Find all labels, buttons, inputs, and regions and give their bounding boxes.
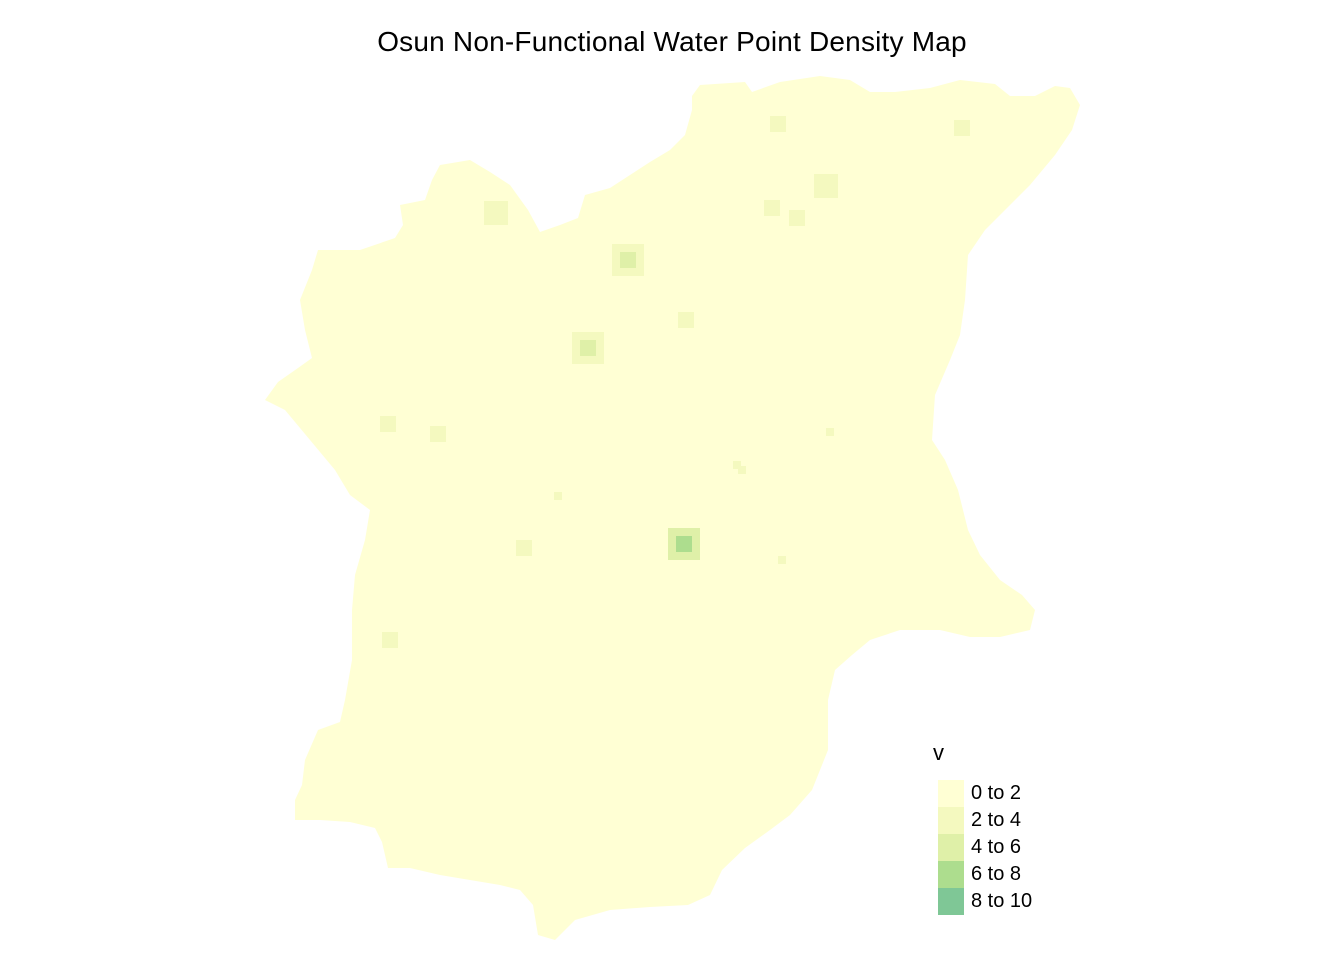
legend-item: 6 to 8	[933, 861, 1093, 888]
density-hotspot	[554, 492, 562, 500]
legend-label: 2 to 4	[971, 809, 1022, 831]
density-hotspot	[778, 556, 786, 564]
density-hotspot	[516, 540, 532, 556]
legend-swatch	[938, 780, 964, 807]
legend-title: v	[933, 740, 944, 765]
legend-item: 8 to 10	[933, 888, 1093, 915]
legend-swatch	[938, 888, 964, 915]
density-hotspot	[814, 174, 838, 198]
density-hotspot	[764, 200, 780, 216]
legend-item: 0 to 2	[933, 780, 1093, 807]
density-hotspot	[668, 528, 700, 560]
density-hotspot	[954, 120, 970, 136]
map-title: Osun Non-Functional Water Point Density …	[377, 26, 967, 57]
density-hotspot	[572, 332, 604, 364]
osun-region	[265, 76, 1080, 940]
legend-label: 4 to 6	[971, 836, 1022, 858]
density-hotspot	[380, 416, 396, 432]
legend-swatch	[938, 861, 964, 888]
osun-boundary	[265, 76, 1080, 940]
density-hotspot	[789, 210, 805, 226]
density-hotspot	[770, 116, 786, 132]
legend-swatch	[938, 807, 964, 834]
legend-swatch	[938, 834, 964, 861]
legend-label: 0 to 2	[971, 782, 1022, 804]
density-hotspot	[430, 426, 446, 442]
legend-item: 2 to 4	[933, 807, 1093, 834]
density-hotspots	[380, 116, 970, 648]
density-hotspot	[733, 461, 741, 469]
legend-label: 8 to 10	[971, 890, 1033, 912]
density-hotspot	[612, 244, 644, 276]
density-hotspot	[678, 312, 694, 328]
density-hotspot	[484, 201, 508, 225]
legend-label: 6 to 8	[971, 863, 1022, 885]
map-legend: v 0 to 2 2 to 4 4 to 6 6 to 8 8 to 10	[933, 740, 1093, 920]
density-hotspot	[826, 428, 834, 436]
density-hotspot	[738, 466, 746, 474]
legend-item: 4 to 6	[933, 834, 1093, 861]
density-hotspot	[382, 632, 398, 648]
